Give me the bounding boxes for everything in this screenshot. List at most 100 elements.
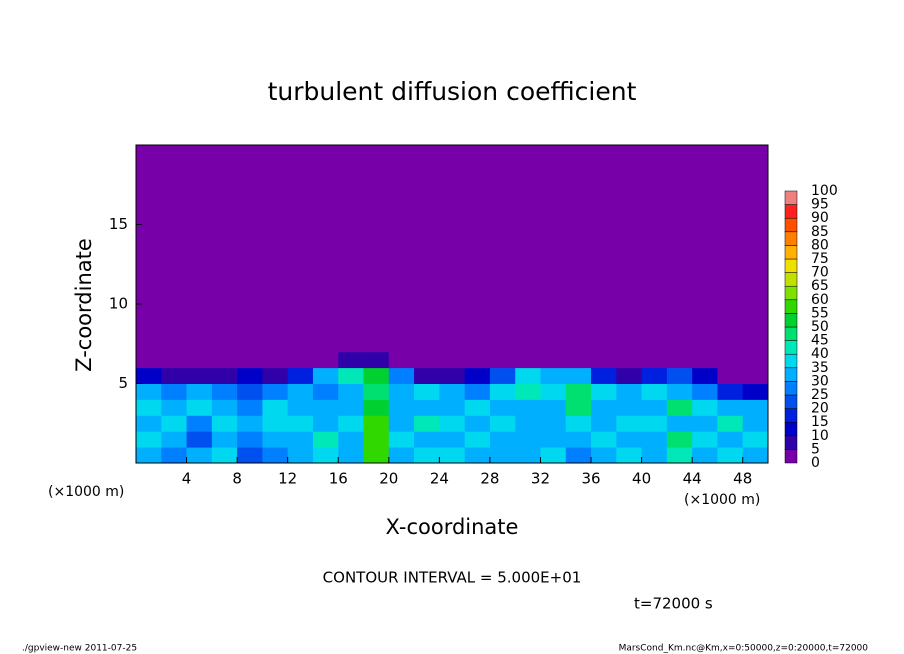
heatmap-cell [515,415,541,432]
heatmap-cell [186,415,213,432]
heatmap-cell [414,367,440,384]
heatmap-cell [464,351,491,369]
heatmap-cell [439,351,466,369]
heatmap-cell [616,431,643,448]
heatmap-cell [414,447,440,464]
heatmap-cell [363,447,390,464]
heatmap-cell [616,447,643,464]
heatmap-cell [262,367,289,384]
heatmap-cell [591,383,617,400]
heatmap-cell [136,431,162,448]
heatmap-cell [540,415,567,432]
heatmap-cell [515,383,541,400]
heatmap-cell [641,431,668,448]
heatmap-cell [312,399,339,416]
heatmap-cell [666,145,693,353]
heatmap-cell [237,415,263,432]
heatmap-cell [161,447,188,464]
heatmap-cell [287,367,314,384]
heatmap-cell [312,415,339,432]
heatmap-cell [211,399,238,416]
heatmap-cell [161,431,188,448]
heatmap-cell [338,447,365,464]
heatmap-cell [136,145,162,353]
heatmap-cell [287,431,314,448]
colorbar-bin [784,353,798,369]
colorbar-label: 40 [811,346,829,362]
heatmap-cell [414,431,440,448]
heatmap-cell [136,399,162,416]
contour-interval: CONTOUR INTERVAL = 5.000E+01 [323,569,582,587]
heatmap-cell [237,351,263,369]
heatmap-cell [666,447,693,464]
colorbar-bin [784,394,798,409]
x-unit: (×1000 m) [684,492,760,508]
heatmap-cell [136,367,162,384]
colorbar-label: 25 [811,387,829,403]
heatmap-cell [338,145,365,353]
heatmap-cell [489,145,516,353]
x-tick-label: 4 [182,470,192,488]
heatmap-cell [287,447,314,464]
heatmap-cell [363,399,390,416]
heatmap-cell [287,145,314,353]
heatmap-cell [186,447,213,464]
heatmap-cell [742,399,769,416]
heatmap-cell [666,415,693,432]
heatmap-cell [211,383,238,400]
heatmap-cell [616,145,643,353]
footer-right: MarsCond_Km.nc@Km,x=0:50000,z=0:20000,t=… [619,644,869,654]
heatmap-cell [591,415,617,432]
heatmap-cell [287,351,314,369]
heatmap-cell [489,383,516,400]
heatmap-cell [616,367,643,384]
heatmap-cell [464,431,491,448]
heatmap-cell [262,399,289,416]
heatmap-cell [591,399,617,416]
heatmap-cell [591,447,617,464]
heatmap-cell [464,415,491,432]
heatmap-cell [717,367,744,384]
heatmap-cell [489,351,516,369]
x-tick-label: 20 [379,470,398,488]
colorbar-bin [784,381,798,396]
x-tick-label: 12 [278,470,297,488]
x-tick-label: 44 [683,470,702,488]
heatmap-cell [312,351,339,369]
heatmap-cell [464,145,491,353]
colorbar-bin [784,190,798,205]
heatmap-cell [262,351,289,369]
heatmap-cell [641,351,668,369]
heatmap-cell [742,447,769,464]
heatmap-cell [338,383,365,400]
colorbar-label: 50 [811,319,829,335]
colorbar-bin [784,272,798,287]
heatmap-cell [388,415,415,432]
heatmap-cell [338,399,365,416]
heatmap-cell [338,351,365,369]
colorbar-bin [784,435,798,450]
colorbar-bin [784,258,798,273]
heatmap-cell [565,415,592,432]
heatmap-cell [186,367,213,384]
heatmap-cell [312,367,339,384]
heatmap-cell [565,367,592,384]
colorbar-bin [784,299,798,314]
heatmap-cell [136,383,162,400]
heatmap-cell [161,145,188,353]
heatmap-cell [515,447,541,464]
heatmap-cell [312,383,339,400]
heatmap-cell [414,383,440,400]
colorbar-bin [784,285,798,301]
heatmap-cell [489,399,516,416]
x-tick-label: 8 [232,470,242,488]
heatmap-cell [161,415,188,432]
heatmap-cell [211,351,238,369]
heatmap-cell [211,415,238,432]
heatmap-cell [211,447,238,464]
heatmap-cell [540,431,567,448]
colorbar-bin [784,245,798,260]
chart-title: turbulent diffusion coefficient [268,77,637,106]
heatmap-cell [464,383,491,400]
